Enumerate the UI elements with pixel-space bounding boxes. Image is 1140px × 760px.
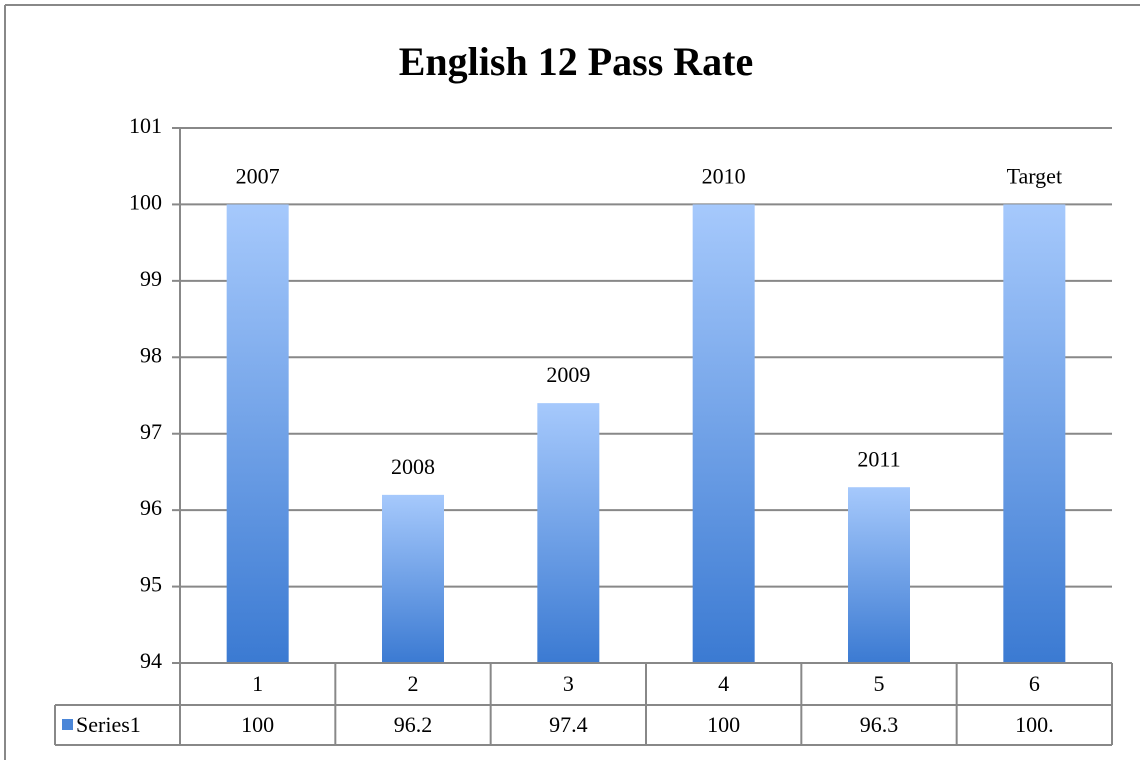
bar [848,487,910,663]
table-value: 100 [707,712,740,737]
bar [226,204,289,663]
x-tick-label: 2 [408,671,419,696]
y-tick-label: 97 [140,419,162,444]
bar [692,204,755,663]
x-tick-label: 3 [563,671,574,696]
table-value: 100 [241,712,274,737]
table-value: 100. [1015,712,1054,737]
bar [1003,204,1066,663]
bar [382,494,444,663]
bar [537,403,600,663]
bar-label: Target [1007,163,1062,188]
y-tick-label: 94 [140,648,162,673]
x-tick-label: 4 [718,671,729,696]
y-tick-label: 96 [140,495,162,520]
y-tick-label: 99 [140,266,162,291]
legend-label: Series1 [76,712,141,737]
y-tick-label: 98 [140,342,162,367]
y-tick-label: 100 [129,189,162,214]
x-tick-label: 6 [1029,671,1040,696]
bar-label: 2009 [546,362,590,387]
table-value: 97.4 [549,712,588,737]
y-tick-label: 101 [129,113,162,138]
table-value: 96.3 [860,712,899,737]
x-tick-label: 1 [252,671,263,696]
bar-label: 2011 [857,446,900,471]
bar-label: 2008 [391,454,435,479]
x-tick-label: 5 [874,671,885,696]
chart-title: English 12 Pass Rate [399,39,754,84]
table-value: 96.2 [394,712,433,737]
legend-swatch [62,719,73,730]
bar-label: 2007 [236,163,280,188]
y-tick-label: 95 [140,572,162,597]
bar-label: 2010 [702,163,746,188]
